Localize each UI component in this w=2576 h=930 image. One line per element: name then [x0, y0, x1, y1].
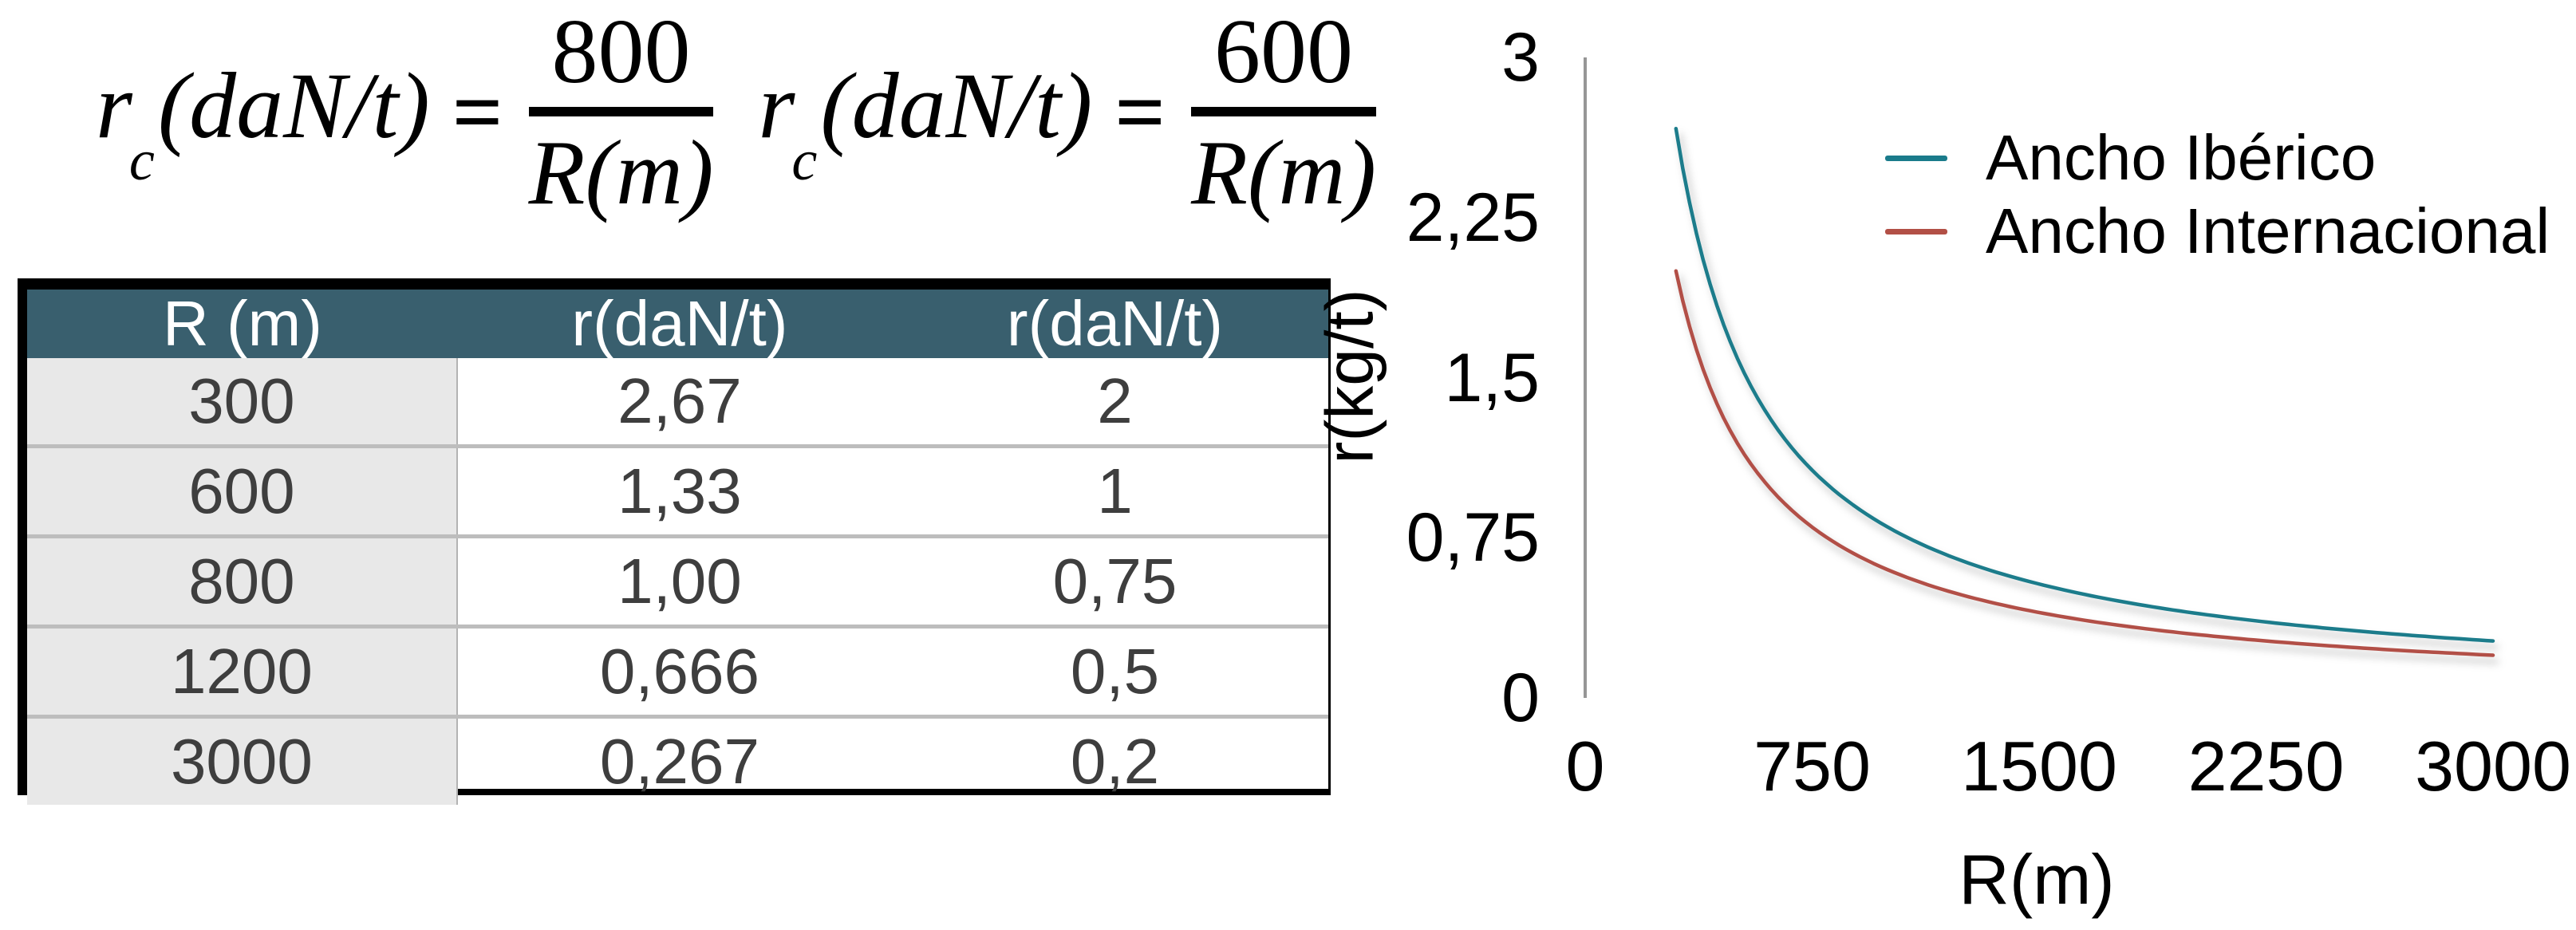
- fraction-bar: [1191, 107, 1376, 117]
- table-cell: 1,00: [617, 546, 742, 617]
- subscript-c: c: [791, 128, 818, 192]
- formula-lhs: rc(daN/t): [96, 53, 430, 192]
- legend-label: Ancho Ibérico: [1986, 122, 2377, 193]
- legend-label: Ancho Internacional: [1986, 195, 2550, 266]
- formula-lhs: rc(daN/t): [758, 53, 1093, 192]
- table-cell: 2,67: [617, 365, 742, 436]
- table-row: 1200 0,666 0,5: [27, 625, 1328, 715]
- table-cell: 1,33: [617, 455, 742, 526]
- plot-area: [1584, 56, 2495, 699]
- table-row: 600 1,33 1: [27, 444, 1328, 534]
- table-row: 300 2,67 2: [27, 358, 1328, 444]
- y-tick-label: 3: [1501, 19, 1540, 96]
- legend-item: Ancho Internacional: [1885, 195, 2550, 268]
- series-lines: [1674, 126, 2495, 657]
- y-tick-label: 1,5: [1444, 339, 1540, 416]
- table-cell: 600: [27, 448, 458, 534]
- table-cell: 0,75: [1052, 546, 1178, 617]
- table-cell: 300: [27, 358, 458, 444]
- table-cell: 0,5: [1070, 636, 1160, 707]
- resistance-table: R (m) r(daN/t) r(daN/t) 300 2,67 2 600 1,33 1…: [18, 278, 1331, 805]
- table-header-cell: r(daN/t): [1006, 288, 1224, 359]
- x-axis-title: R(m): [1959, 840, 2115, 919]
- table-cell: 800: [27, 538, 458, 625]
- table-header-cell: r(daN/t): [571, 288, 788, 359]
- legend-line-swatch: [1885, 155, 1947, 161]
- table-cell: 0,666: [599, 636, 760, 707]
- table-row: 3000 0,267 0,2: [27, 715, 1328, 805]
- y-tick-label: 0: [1501, 660, 1540, 736]
- y-tick-label: 2,25: [1406, 179, 1540, 256]
- fraction: 600 R(m): [1188, 5, 1379, 221]
- x-tick-label: 1500: [1961, 727, 2117, 806]
- series-line-0: [1674, 126, 2495, 643]
- table-body: 300 2,67 2 600 1,33 1 800 1,00 0,75 1200 0,666 0,5 3…: [27, 358, 1328, 805]
- fraction-denominator: R(m): [528, 122, 714, 225]
- x-tick-label: 750: [1753, 727, 1871, 806]
- legend-item: Ancho Ibérico: [1885, 121, 2550, 195]
- table-cell: 0,2: [1070, 726, 1160, 797]
- fraction-bar: [528, 107, 714, 117]
- table-cell: 1: [1097, 455, 1133, 526]
- table-header-row: R (m) r(daN/t) r(daN/t): [27, 290, 1328, 358]
- formulas-row: rc(daN/t) = 800 R(m) rc(daN/t) = 600 R(m…: [96, 5, 1379, 221]
- table-cell: 2: [1097, 365, 1133, 436]
- gridlines: [1584, 56, 2493, 699]
- table-cell: 1200: [27, 629, 458, 715]
- table-cell: 0,267: [599, 726, 760, 797]
- legend-line-swatch: [1885, 228, 1947, 234]
- x-tick-label: 3000: [2415, 727, 2571, 806]
- equals-sign: =: [1114, 63, 1166, 163]
- y-tick-label: 0,75: [1406, 499, 1540, 577]
- x-tick-label: 2250: [2187, 727, 2345, 806]
- table-cell: 3000: [27, 719, 458, 805]
- fraction-denominator: R(m): [1191, 122, 1376, 225]
- formula-ancho-internacional: rc(daN/t) = 600 R(m): [758, 5, 1379, 221]
- table-row: 800 1,00 0,75: [27, 534, 1328, 625]
- fraction-numerator: 600: [1214, 1, 1354, 103]
- chart-legend: Ancho Ibérico Ancho Internacional: [1885, 121, 2550, 268]
- formula-ancho-iberico: rc(daN/t) = 800 R(m): [96, 5, 716, 221]
- equals-sign: =: [452, 63, 503, 163]
- series-line-1: [1674, 269, 2495, 657]
- table-header-cell: R (m): [162, 288, 322, 359]
- subscript-c: c: [128, 128, 155, 192]
- fraction-numerator: 800: [551, 1, 691, 103]
- fraction: 800 R(m): [526, 5, 717, 221]
- x-tick-label: 0: [1565, 727, 1605, 806]
